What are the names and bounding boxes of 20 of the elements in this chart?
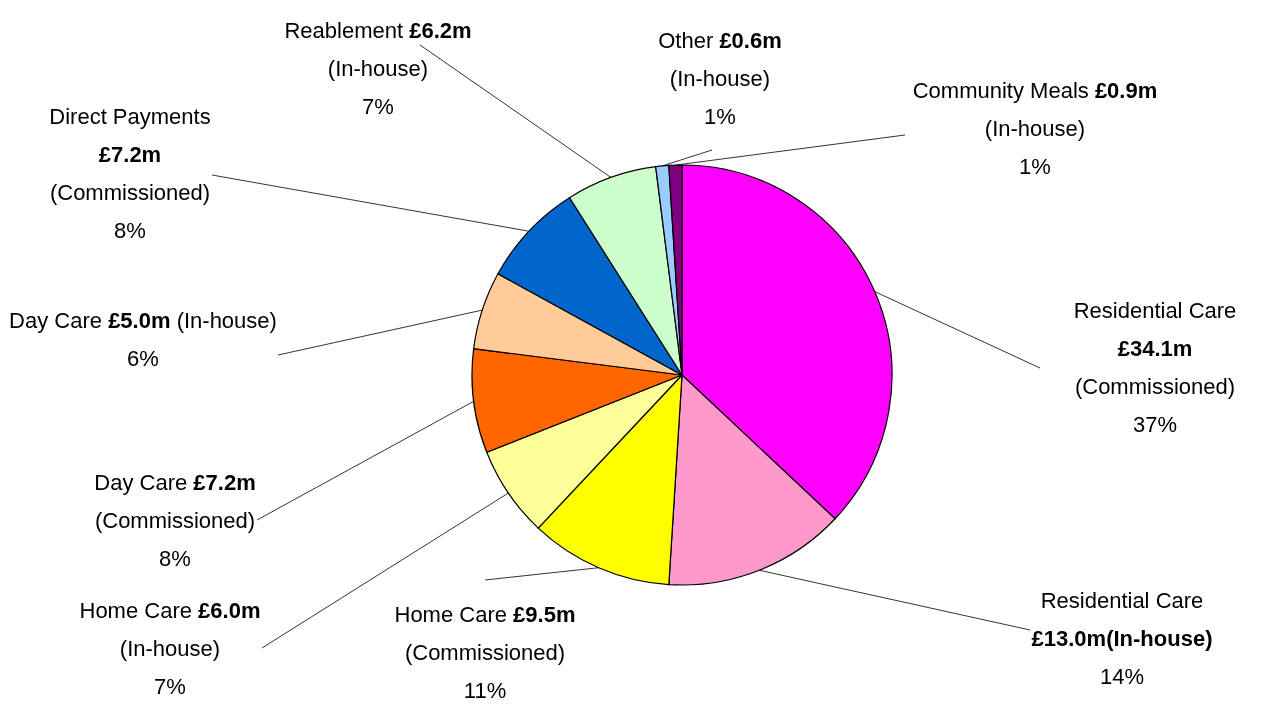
slice-label: Other £0.6m (In-house) <box>658 28 782 91</box>
slice-label: Direct Payments £7.2m (Commissioned) <box>49 104 211 205</box>
data-label: 11% <box>463 678 507 703</box>
data-label: 1% <box>1019 154 1051 179</box>
slice-label: Day Care £7.2m (Commissioned) <box>94 470 256 533</box>
data-label: 8% <box>114 218 146 243</box>
slice-label: Community Meals £0.9m (In-house) <box>912 78 1158 141</box>
data-label: 8% <box>159 546 191 571</box>
data-label: 6% <box>127 346 159 371</box>
slice-label: Home Care £9.5m (Commissioned) <box>394 602 576 665</box>
data-label: 7% <box>362 94 394 119</box>
data-label: 14% <box>1099 664 1145 689</box>
data-label: 7% <box>154 674 186 699</box>
slice-label: Residential Care £34.1m (Commissioned) <box>1073 298 1237 399</box>
slice-label: Residential Care £13.0m(In-house) <box>1031 588 1213 651</box>
slice-label: Home Care £6.0m (In-house) <box>79 598 261 661</box>
data-label: 37% <box>1132 412 1178 437</box>
slice-label: Reablement £6.2m (In-house) <box>284 18 472 81</box>
slice-label: Day Care £5.0m (In-house) <box>9 308 277 333</box>
data-label: 1% <box>704 104 736 129</box>
